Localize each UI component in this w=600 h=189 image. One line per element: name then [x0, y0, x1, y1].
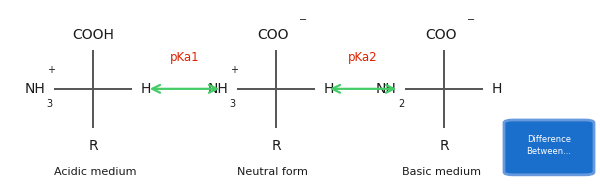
- Text: Neutral form: Neutral form: [237, 167, 308, 177]
- Text: 3: 3: [230, 99, 236, 109]
- Text: COOH: COOH: [72, 28, 114, 42]
- Text: R: R: [271, 139, 281, 153]
- Text: H: H: [141, 82, 151, 96]
- Text: pKa1: pKa1: [170, 51, 199, 64]
- FancyBboxPatch shape: [504, 120, 594, 175]
- Text: NH: NH: [207, 82, 228, 96]
- Text: −: −: [299, 15, 307, 25]
- Text: +: +: [230, 65, 238, 75]
- Text: Basic medium: Basic medium: [402, 167, 481, 177]
- Text: 3: 3: [47, 99, 53, 109]
- Text: Acidic medium: Acidic medium: [54, 167, 137, 177]
- Text: R: R: [88, 139, 98, 153]
- Text: −: −: [467, 15, 475, 25]
- Text: 2: 2: [398, 99, 404, 109]
- Text: Difference
Between...: Difference Between...: [527, 135, 571, 156]
- Text: +: +: [47, 65, 55, 75]
- Text: NH: NH: [24, 82, 45, 96]
- Text: NH: NH: [375, 82, 396, 96]
- Text: COO: COO: [425, 28, 457, 42]
- Text: H: H: [492, 82, 502, 96]
- Text: pKa2: pKa2: [348, 51, 378, 64]
- Text: H: H: [324, 82, 334, 96]
- Text: R: R: [439, 139, 449, 153]
- Text: COO: COO: [257, 28, 289, 42]
